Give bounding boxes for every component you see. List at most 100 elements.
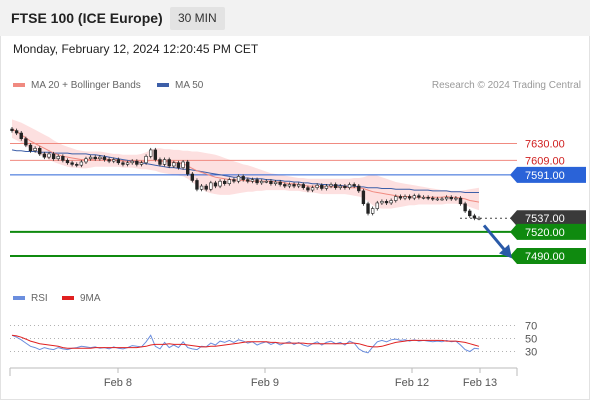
candle-body	[306, 187, 310, 191]
candle-body	[93, 156, 97, 160]
candle-body	[121, 162, 125, 165]
x-tick-label: Feb 8	[104, 377, 132, 389]
candle-body	[172, 162, 176, 167]
candle-body	[139, 162, 144, 165]
candle-body	[412, 195, 416, 199]
candle-body	[209, 182, 213, 190]
candle-body	[167, 159, 171, 167]
candle-body	[223, 180, 227, 184]
candle-body	[227, 179, 232, 184]
candle-body	[153, 149, 158, 160]
legend-ma50: MA 50	[157, 80, 203, 91]
candle-body	[246, 179, 250, 182]
chart-title: FTSE 100 (ICE Europe)	[11, 10, 163, 26]
candle-body	[84, 158, 88, 163]
candle-body	[301, 184, 305, 188]
candle-body	[190, 173, 195, 181]
candle-body	[199, 185, 204, 190]
candle-body	[380, 201, 384, 204]
candle-body	[102, 156, 107, 160]
forecast-arrow-head	[499, 244, 512, 259]
candle-body	[398, 196, 403, 199]
candle-body	[61, 156, 65, 161]
candle-body	[278, 181, 282, 185]
candle-body	[324, 185, 329, 189]
level-label: 7537.00	[525, 213, 565, 225]
candle-body	[444, 197, 449, 200]
candle-body	[47, 153, 51, 158]
candle-body	[51, 153, 56, 160]
candle-body	[56, 156, 60, 160]
candle-body	[28, 144, 33, 152]
candle-body	[186, 161, 190, 175]
rsi-tick-label: 50	[525, 334, 537, 346]
level-tag	[510, 166, 586, 183]
candle-body	[19, 132, 23, 139]
ma20-swatch	[13, 83, 25, 88]
ma9-swatch	[62, 296, 74, 301]
rsi-ma-line	[11, 334, 480, 349]
candle-body	[259, 180, 264, 184]
credit-text: Research © 2024 Trading Central	[431, 80, 581, 91]
candle-body	[384, 201, 389, 204]
candle-body	[144, 156, 148, 164]
candle-body	[88, 156, 93, 160]
candle-body	[283, 184, 287, 187]
candle-body	[250, 179, 255, 182]
rsi-line	[11, 334, 480, 354]
legend-ma50-label: MA 50	[175, 80, 204, 91]
candle-body	[296, 184, 301, 187]
candle-body	[162, 159, 167, 165]
candle-body	[477, 217, 481, 220]
candle-body	[375, 202, 379, 209]
rsi-swatch	[13, 296, 25, 301]
rsi-tick-label: 30	[525, 347, 537, 359]
candle-body	[352, 184, 356, 187]
legend-9ma-label: 9MA	[80, 293, 101, 304]
level-label: 7520.00	[525, 227, 565, 239]
timestamp: Monday, February 12, 2024 12:20:45 PM CE…	[13, 42, 259, 56]
candle-body	[407, 196, 412, 199]
legend-ma20: MA 20 + Bollinger Bands	[13, 80, 141, 91]
candle-body	[75, 164, 79, 166]
forecast-arrow	[482, 224, 506, 251]
candle-body	[116, 159, 121, 164]
candle-body	[454, 197, 458, 200]
candle-body	[33, 148, 37, 152]
candle-body	[241, 176, 245, 180]
level-label: 7490.00	[525, 251, 565, 263]
candle-body	[38, 148, 42, 155]
candle-body	[292, 184, 296, 187]
candle-body	[320, 184, 324, 189]
candle-body	[333, 184, 338, 188]
candle-body	[125, 162, 130, 165]
candle-body	[107, 159, 111, 162]
candle-body	[315, 184, 319, 188]
candle-body	[236, 176, 241, 182]
candle-body	[361, 190, 366, 205]
candle-body	[181, 161, 185, 168]
candle-body	[269, 180, 273, 184]
legend-rsi-label: RSI	[31, 293, 48, 304]
x-tick-label: Feb 13	[463, 377, 497, 389]
candle-body	[389, 200, 393, 204]
candle-body	[79, 161, 84, 166]
chart-header: FTSE 100 (ICE Europe) 30 MIN	[0, 0, 590, 36]
candle-body	[431, 197, 435, 200]
level-label: 7630.00	[525, 138, 565, 150]
candle-body	[70, 162, 74, 165]
legend-rsi: RSI	[13, 293, 48, 304]
candle-body	[421, 197, 426, 199]
level-label: 7609.00	[525, 155, 565, 167]
candle-body	[394, 196, 398, 201]
level-label: 7591.00	[525, 170, 565, 182]
candle-body	[366, 203, 370, 214]
level-tag	[510, 210, 586, 227]
candle-body	[472, 215, 477, 219]
x-tick-label: Feb 12	[395, 377, 429, 389]
interval-badge[interactable]: 30 MIN	[170, 7, 225, 30]
candle-body	[370, 208, 375, 214]
legend-9ma: 9MA	[62, 293, 101, 304]
candle-body	[347, 184, 352, 188]
level-tag	[510, 223, 586, 240]
